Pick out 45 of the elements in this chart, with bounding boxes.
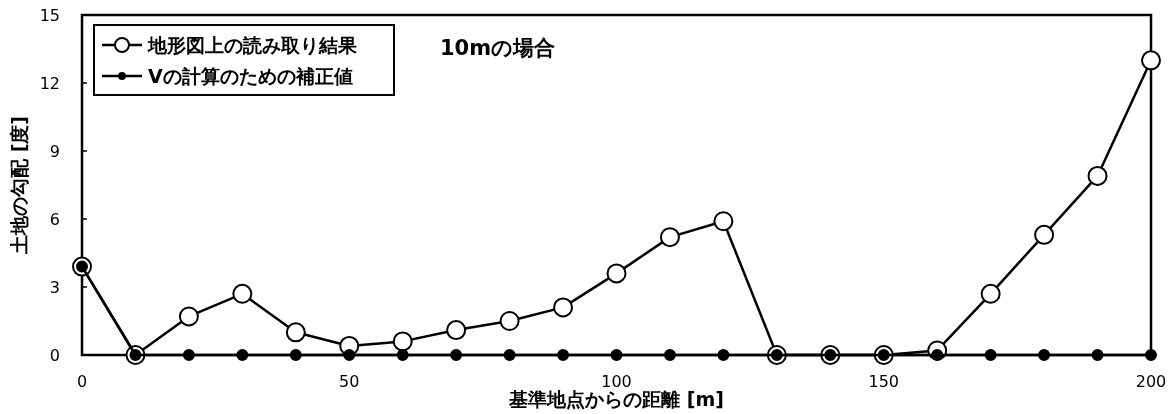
point [396, 349, 409, 361]
point [446, 320, 467, 341]
y-axis-title: 土地の勾配 [度] [8, 116, 30, 255]
point [606, 263, 627, 284]
y-tick-label: 6 [49, 210, 60, 229]
x-tick-label: 100 [601, 372, 632, 391]
point [182, 349, 195, 361]
point [1087, 165, 1108, 186]
x-tick-label: 150 [868, 372, 900, 391]
point [663, 349, 676, 361]
y-tick-label: 9 [49, 142, 60, 161]
point [557, 349, 570, 361]
point [178, 306, 199, 327]
point [1034, 224, 1055, 245]
legend-label: Vの計算のための補正値 [148, 65, 353, 87]
point [503, 349, 516, 361]
annotation: 10mの場合 [440, 36, 556, 60]
x-tick-label: 0 [76, 372, 88, 391]
y-tick-label: 15 [39, 6, 60, 25]
point [289, 349, 302, 361]
point [610, 349, 623, 361]
y-tick-label: 0 [49, 346, 60, 365]
point [980, 283, 1001, 304]
point [1141, 50, 1161, 71]
point [392, 331, 413, 352]
x-axis-title: 基準地点からの距離 [m] [508, 388, 724, 410]
point [553, 297, 574, 318]
legend-label: 地形図上の読み取り結果 [147, 34, 358, 56]
y-tick-label: 12 [39, 74, 60, 93]
x-tick-label: 200 [1135, 372, 1167, 391]
point [717, 349, 730, 361]
point [285, 322, 306, 343]
x-tick-label: 50 [339, 372, 360, 391]
point [450, 349, 463, 361]
point [984, 349, 997, 361]
point [236, 349, 249, 361]
point [659, 227, 680, 248]
point [713, 211, 734, 232]
point [343, 349, 356, 361]
y-tick-label: 3 [49, 278, 60, 297]
point [499, 311, 520, 331]
point [1038, 349, 1051, 361]
point [1091, 349, 1104, 361]
point [1145, 349, 1157, 361]
point [232, 283, 253, 304]
